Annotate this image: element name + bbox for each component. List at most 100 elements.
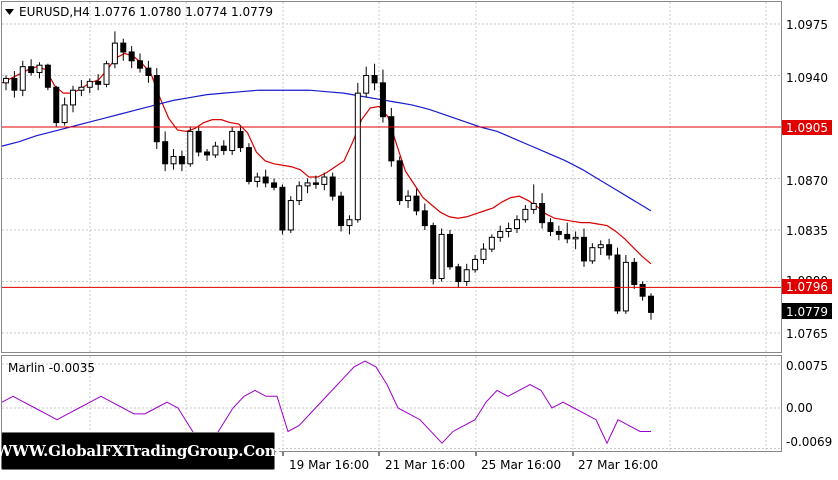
bear-candle [28,66,35,74]
bull-candle [287,200,294,231]
bear-candle [648,295,654,313]
bear-candle [220,145,227,152]
bull-candle [497,230,504,238]
symbol-header: EURUSD,H4 1.0776 1.0780 1.0774 1.0779 [19,5,273,19]
bull-candle [346,219,353,227]
bear-candle [388,116,395,162]
bull-candle [530,203,537,210]
bear-candle [145,67,152,77]
bull-candle [622,261,629,312]
bear-candle [178,155,185,165]
indicator-series [1,360,651,445]
bear-candle [421,210,428,227]
bear-candle [195,130,202,153]
bear-candle [446,233,453,268]
bull-candle [296,185,303,202]
hline-price-tag [782,120,832,135]
price-tick: 1.0940 [786,71,828,85]
main-chart-frame[interactable] [1,1,782,353]
chart-menu-triangle-icon[interactable] [5,9,14,15]
slow-moving-average-line [1,89,652,212]
bull-candle [363,75,370,94]
horizontal-lines[interactable] [2,126,781,288]
bull-candle [513,219,520,230]
bull-candle [463,269,470,283]
time-axis: 19 Mar 16:00 21 Mar 16:00 25 Mar 16:00 2… [282,452,658,472]
bull-candle [61,104,68,124]
bear-candle [53,86,60,124]
bear-candle [564,233,571,240]
bear-candle [11,77,18,91]
time-label: 19 Mar 16:00 [289,458,369,472]
bull-candle [488,236,495,250]
bull-candle [170,155,177,165]
bull-candle [3,77,9,84]
hline-price-label: 1.0796 [786,280,828,294]
bear-candle [237,130,244,149]
bull-candle [438,233,445,280]
bear-candle [95,80,102,85]
bear-candle [614,254,621,312]
bear-candle [44,64,51,88]
indicator-tick: 0.0075 [786,359,828,373]
bull-candle [572,236,579,240]
bear-candle [580,236,587,262]
candlestick-series [3,31,654,320]
bear-candle [137,60,144,69]
bear-candle [245,147,252,182]
bear-candle [371,75,378,84]
bull-candle [522,208,529,221]
bear-candle [262,176,269,184]
bear-candle [606,244,613,256]
bear-candle [338,195,345,227]
bull-candle [254,176,261,182]
bull-candle [405,195,412,202]
bear-candle [153,75,160,143]
bull-candle [304,182,311,187]
bull-candle [597,244,604,249]
bull-candle [321,176,328,185]
bull-candle [78,86,85,91]
marlin-indicator-line [1,360,651,445]
indicator-axis: 0.0075 0.00 -0.0069 [786,359,832,449]
bull-candle [589,247,596,262]
bear-candle [539,203,546,224]
price-tick: 1.0870 [786,174,828,188]
current-price-label: 1.0779 [786,305,828,319]
bear-candle [639,283,646,297]
bull-candle [19,66,26,91]
bear-candle [204,151,211,156]
bull-candle [212,145,219,156]
bear-candle [312,182,319,185]
bear-candle [271,182,278,188]
current-price-tag [782,303,832,319]
bull-candle [354,92,361,221]
bear-candle [413,195,420,212]
bear-candle [162,141,169,165]
time-label: 25 Mar 16:00 [481,458,561,472]
bull-candle [480,248,487,260]
hline-price-tag [782,279,832,294]
bull-candle [505,228,512,232]
bear-candle [396,160,403,202]
time-label: 21 Mar 16:00 [385,458,465,472]
bull-candle [472,258,479,271]
bear-candle [430,225,437,280]
bull-candle [187,130,194,165]
bear-candle [279,186,286,231]
bull-candle [36,64,43,74]
bull-candle [70,89,77,106]
bear-candle [120,42,127,53]
bear-candle [329,176,336,197]
price-axis: 1.0975 1.0940 1.0870 1.0835 1.0800 1.076… [782,18,832,341]
indicator-label: Marlin -0.0035 [8,361,95,375]
bear-candle [555,230,562,235]
watermark-text: WWW.GlobalFXTradingGroup.Com [0,442,281,460]
bull-candle [103,63,110,85]
bear-candle [455,266,462,282]
bear-candle [128,51,135,62]
bear-candle [547,222,554,232]
price-tick: 1.0765 [786,327,828,341]
bear-candle [379,82,386,118]
